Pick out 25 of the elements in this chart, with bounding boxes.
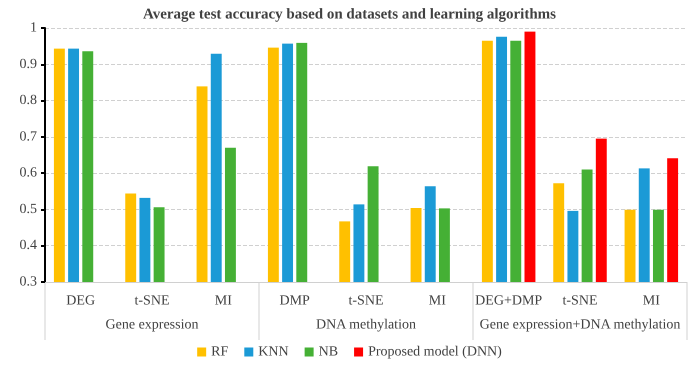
y-tick-label: 1 <box>30 20 37 36</box>
text: DNA methylation <box>316 318 416 332</box>
y-tick-label: 0.4 <box>20 238 37 254</box>
y-tick-label: 0.5 <box>20 202 37 217</box>
x-tick-label: DMP <box>279 294 310 308</box>
y-tick-label: 0.8 <box>20 93 37 108</box>
text: Gene expression+DNA methylation <box>480 318 680 332</box>
x-tick-label: t-SNE <box>562 294 598 308</box>
x-tick-label: DEG+DMP <box>475 294 542 308</box>
x-tick-label: DEG <box>66 294 96 308</box>
x-tick-label: t-SNE <box>348 294 384 308</box>
x-tick-label: MI <box>214 294 232 308</box>
y-tick-label: 0.3 <box>20 274 37 290</box>
chart-title: Average test accuracy based on datasets and learning algorithms <box>142 6 556 22</box>
y-tick-label: 0.7 <box>20 129 37 144</box>
legend-label: Proposed model (DNN) <box>368 344 502 360</box>
legend-label: KNN <box>258 344 289 360</box>
y-tick-label: 0.9 <box>20 56 37 72</box>
x-tick-label: MI <box>428 294 446 308</box>
text: Gene expression <box>106 318 198 332</box>
legend-label: NB <box>318 344 338 360</box>
legend-label: RF <box>211 344 229 360</box>
x-tick-label: t-SNE <box>134 294 170 308</box>
y-tick-label: 0.6 <box>20 166 37 181</box>
x-tick-label: MI <box>642 294 660 308</box>
